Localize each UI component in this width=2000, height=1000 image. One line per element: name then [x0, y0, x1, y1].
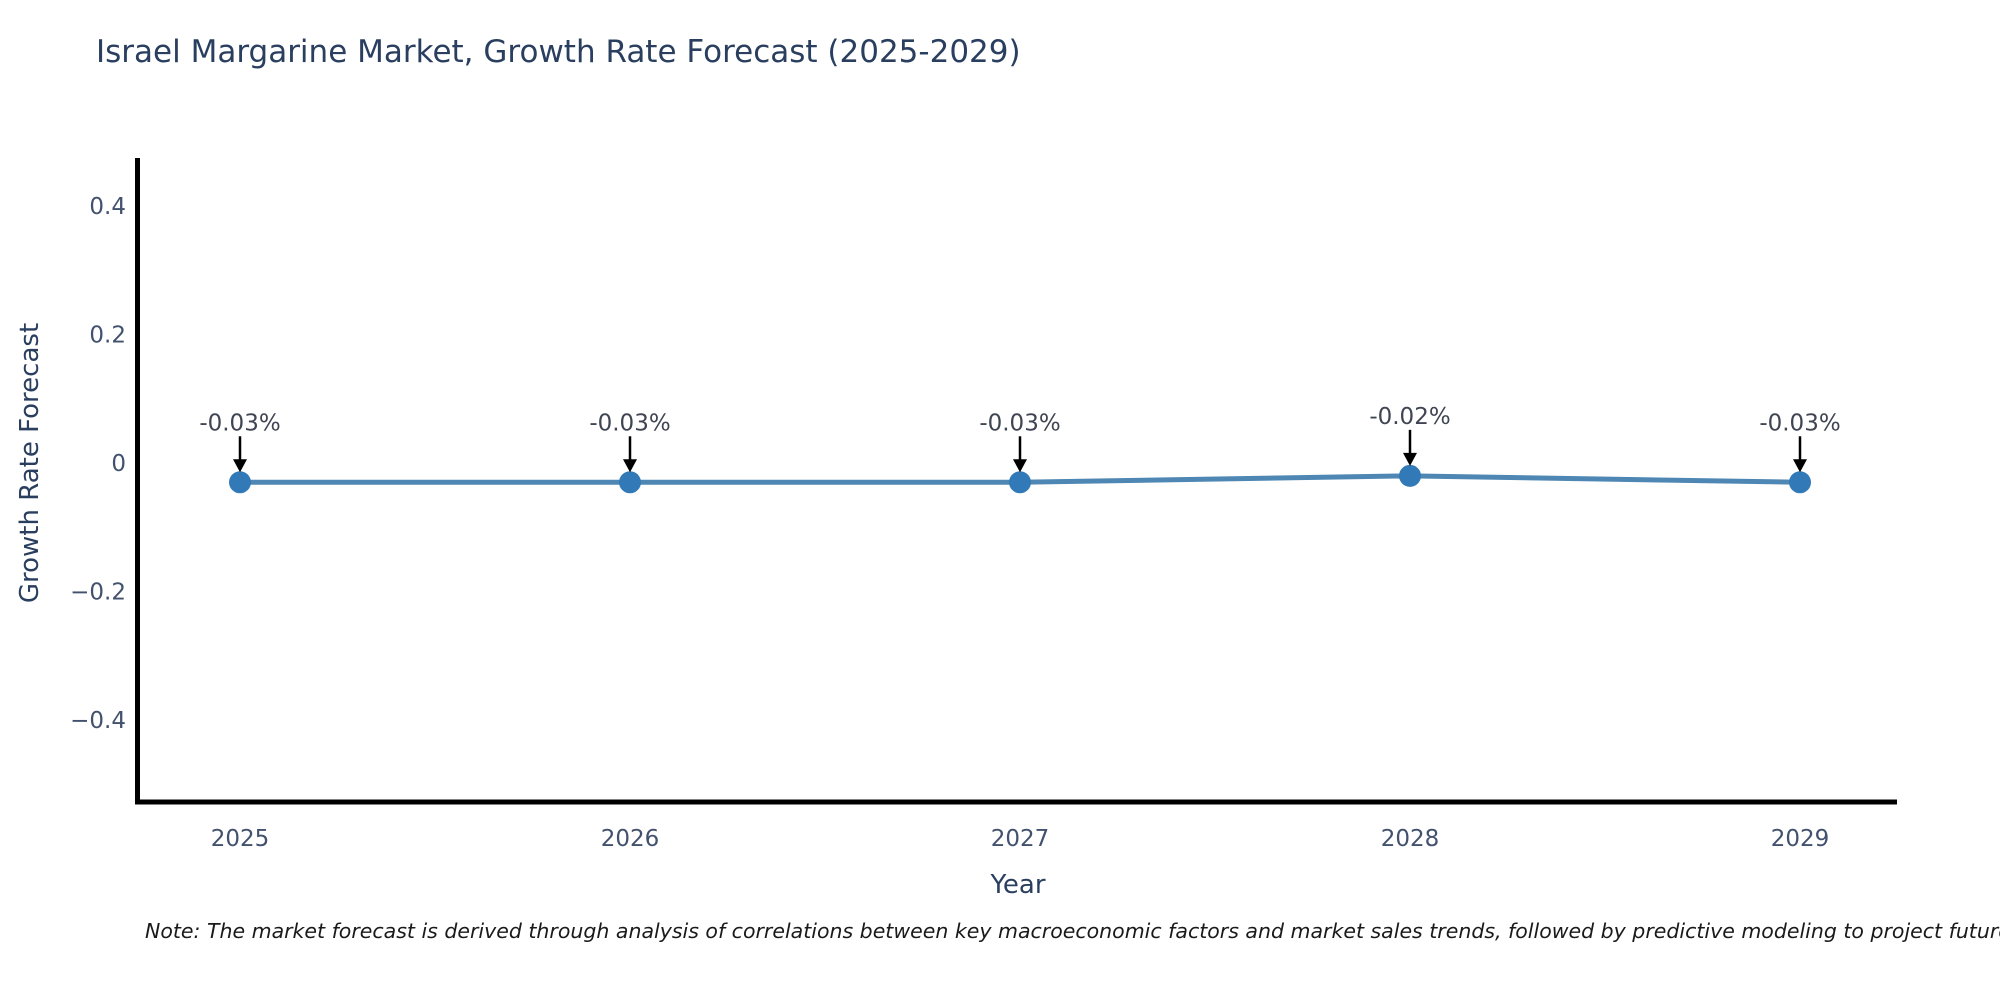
y-tick-label: 0 [111, 451, 126, 477]
x-tick-label: 2027 [991, 826, 1050, 852]
annotation-arrow-head [233, 459, 247, 473]
y-tick-label: −0.4 [70, 708, 126, 734]
data-point [619, 471, 641, 494]
point-annotation-label: -0.02% [1369, 404, 1450, 430]
y-tick-label: 0.4 [89, 194, 126, 220]
data-point [1789, 471, 1811, 494]
annotation-arrow-head [1013, 459, 1027, 473]
data-point [1009, 471, 1031, 494]
point-annotation-label: -0.03% [589, 410, 670, 436]
y-tick-label: −0.2 [70, 580, 126, 606]
annotation-arrow-head [1793, 459, 1807, 473]
x-tick-label: 2029 [1771, 826, 1830, 852]
x-tick-label: 2028 [1381, 826, 1440, 852]
point-annotation-label: -0.03% [979, 410, 1060, 436]
data-point [229, 471, 251, 494]
point-annotation-label: -0.03% [199, 410, 280, 436]
x-tick-label: 2025 [211, 826, 270, 852]
x-tick-label: 2026 [601, 826, 660, 852]
point-annotation-label: -0.03% [1759, 410, 1840, 436]
footnote: Note: The market forecast is derived thr… [145, 919, 2000, 943]
data-point [1399, 464, 1421, 487]
x-axis-title: Year [990, 870, 1046, 900]
annotation-arrow-head [623, 459, 637, 473]
chart-title: Israel Margarine Market, Growth Rate For… [96, 34, 1021, 70]
annotation-arrow-head [1403, 452, 1417, 466]
y-tick-label: 0.2 [89, 323, 126, 349]
